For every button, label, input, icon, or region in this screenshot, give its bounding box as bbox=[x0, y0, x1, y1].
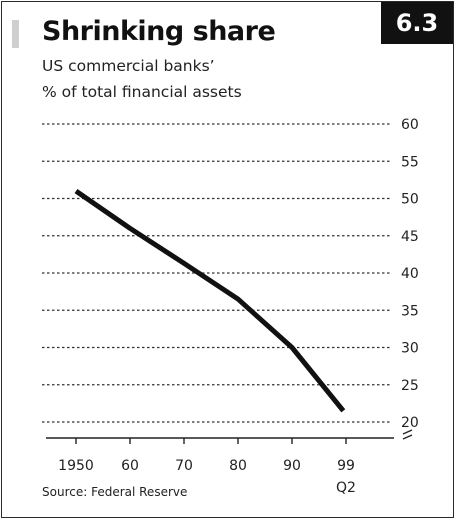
x-tick-label-90: 90 bbox=[283, 458, 301, 474]
chart-title: Shrinking share bbox=[42, 16, 276, 47]
y-tick-label-55: 55 bbox=[401, 154, 419, 170]
y-tick-label-30: 30 bbox=[401, 341, 419, 357]
y-axis-labels: 60 55 50 45 40 35 30 25 20 bbox=[401, 117, 419, 431]
chart-subtitle-line2: % of total financial assets bbox=[42, 83, 242, 101]
y-tick-label-25: 25 bbox=[401, 378, 419, 394]
series-lines bbox=[74, 188, 346, 413]
figure-number-badge: 6.3 bbox=[381, 2, 453, 44]
y-tick-label-20: 20 bbox=[401, 415, 419, 431]
title-accent-bar bbox=[12, 20, 19, 48]
chart-subtitle-line1: US commercial banks’ bbox=[42, 57, 215, 75]
x-axis bbox=[46, 437, 394, 444]
x-axis-labels: 1950 60 70 80 90 99 Q2 bbox=[58, 458, 356, 496]
x-tick-label-60: 60 bbox=[121, 458, 139, 474]
y-tick-label-45: 45 bbox=[401, 229, 419, 245]
x-tick-label-80: 80 bbox=[229, 458, 247, 474]
x-tick-sublabel: Q2 bbox=[336, 480, 356, 496]
x-tick-label-1950: 1950 bbox=[58, 458, 94, 474]
x-tick-label-99: 99 bbox=[337, 458, 355, 474]
y-tick-label-60: 60 bbox=[401, 117, 419, 133]
axis-break-marker bbox=[402, 429, 413, 440]
axis-break-icon bbox=[402, 429, 413, 440]
x-tick-label-70: 70 bbox=[175, 458, 193, 474]
y-tick-label-40: 40 bbox=[401, 266, 419, 282]
y-tick-label-35: 35 bbox=[401, 303, 419, 319]
series-line-0 bbox=[74, 188, 346, 413]
y-tick-label-50: 50 bbox=[401, 192, 419, 208]
source-note: Source: Federal Reserve bbox=[42, 485, 188, 499]
gridlines bbox=[42, 123, 390, 423]
